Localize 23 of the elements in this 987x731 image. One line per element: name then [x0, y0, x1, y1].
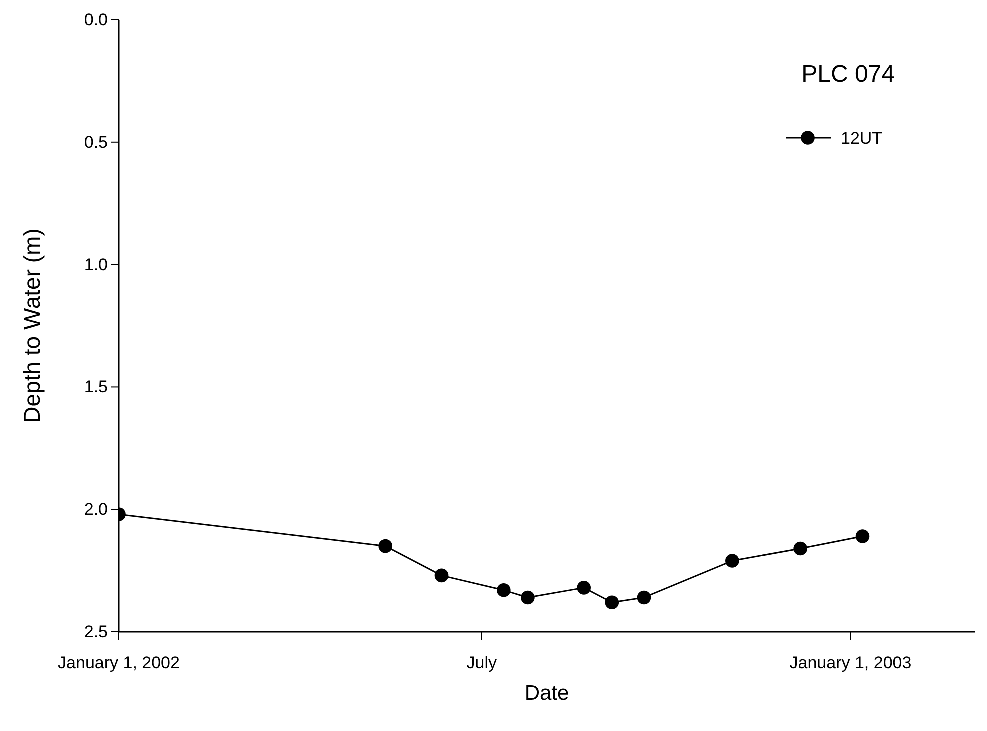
x-tick-label: January 1, 2003 — [790, 654, 912, 672]
y-tick-label: 2.0 — [84, 500, 108, 520]
point — [378, 539, 393, 554]
y-tick-label: 1.0 — [84, 255, 108, 274]
x-tick-label: July — [466, 654, 498, 672]
point — [577, 581, 591, 595]
point — [726, 554, 740, 568]
text: PLC 074 — [802, 61, 895, 88]
legend-label: 12UT — [841, 129, 883, 148]
point — [521, 590, 535, 605]
point — [856, 530, 870, 544]
y-tick-label: 2.5 — [84, 622, 108, 642]
x-tick-label: January 1, 2002 — [58, 654, 180, 672]
y-axis-title: Depth to Water (m) — [19, 228, 45, 424]
x-axis-title: Date — [524, 682, 570, 705]
point — [434, 568, 449, 583]
point — [605, 596, 620, 610]
point — [794, 542, 808, 556]
y-tick-label: 0.0 — [84, 10, 108, 30]
y-tick-label: 0.5 — [84, 132, 108, 152]
point — [496, 583, 511, 598]
point — [637, 590, 652, 605]
y-tick-label: 1.5 — [84, 378, 108, 397]
